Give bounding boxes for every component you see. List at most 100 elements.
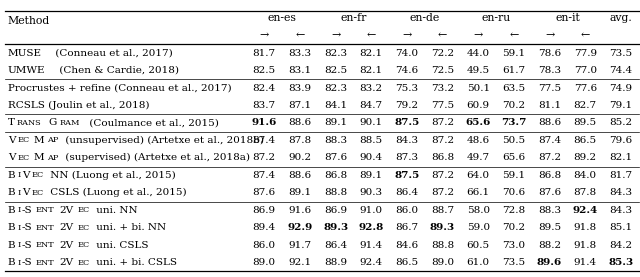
Text: ←: ← [438, 30, 447, 40]
Text: 72.2: 72.2 [431, 48, 454, 58]
Text: 91.0: 91.0 [360, 206, 383, 215]
Text: V: V [22, 171, 29, 180]
Text: 78.6: 78.6 [538, 48, 561, 58]
Text: 82.5: 82.5 [253, 66, 276, 75]
Text: 86.4: 86.4 [324, 241, 347, 250]
Text: 77.5: 77.5 [538, 83, 561, 93]
Text: I: I [17, 259, 20, 267]
Text: EC: EC [31, 171, 44, 179]
Text: 91.8: 91.8 [573, 241, 596, 250]
Text: 89.3: 89.3 [430, 223, 455, 232]
Text: 2V: 2V [60, 241, 74, 250]
Text: G: G [49, 119, 57, 127]
Text: (Coulmance et al., 2015): (Coulmance et al., 2015) [86, 119, 219, 127]
Text: UMWE: UMWE [8, 66, 45, 75]
Text: 89.1: 89.1 [324, 119, 347, 127]
Text: 77.0: 77.0 [573, 66, 596, 75]
Text: 84.3: 84.3 [396, 136, 419, 145]
Text: 83.1: 83.1 [289, 66, 312, 75]
Text: 86.0: 86.0 [253, 241, 276, 250]
Text: 83.7: 83.7 [253, 101, 276, 110]
Text: 82.5: 82.5 [324, 66, 347, 75]
Text: 88.6: 88.6 [289, 171, 312, 180]
Text: 88.2: 88.2 [538, 241, 561, 250]
Text: (Conneau et al., 2017): (Conneau et al., 2017) [52, 48, 172, 58]
Text: 63.5: 63.5 [502, 83, 525, 93]
Text: avg.: avg. [609, 13, 632, 23]
Text: 87.8: 87.8 [573, 188, 596, 197]
Text: 91.4: 91.4 [360, 241, 383, 250]
Text: 58.0: 58.0 [467, 206, 490, 215]
Text: 88.6: 88.6 [538, 119, 561, 127]
Text: 92.1: 92.1 [289, 258, 312, 267]
Text: uni. + bi. NN: uni. + bi. NN [93, 223, 166, 232]
Text: 72.5: 72.5 [431, 66, 454, 75]
Text: 91.8: 91.8 [573, 223, 596, 232]
Text: 84.6: 84.6 [396, 241, 419, 250]
Text: 82.3: 82.3 [324, 48, 347, 58]
Text: 86.4: 86.4 [396, 188, 419, 197]
Text: 86.9: 86.9 [324, 206, 347, 215]
Text: RANS: RANS [17, 119, 42, 127]
Text: 89.1: 89.1 [289, 188, 312, 197]
Text: 88.5: 88.5 [360, 136, 383, 145]
Text: 92.4: 92.4 [573, 206, 598, 215]
Text: 61.0: 61.0 [467, 258, 490, 267]
Text: AP: AP [47, 136, 58, 144]
Text: 87.5: 87.5 [394, 119, 419, 127]
Text: 91.4: 91.4 [573, 258, 596, 267]
Text: →: → [474, 30, 483, 40]
Text: 92.8: 92.8 [358, 223, 384, 232]
Text: I: I [17, 189, 20, 197]
Text: 74.6: 74.6 [396, 66, 419, 75]
Text: EC: EC [77, 241, 90, 249]
Text: 82.3: 82.3 [324, 83, 347, 93]
Text: 84.0: 84.0 [573, 171, 596, 180]
Text: 88.9: 88.9 [324, 258, 347, 267]
Text: 84.2: 84.2 [609, 241, 632, 250]
Text: ←: ← [580, 30, 590, 40]
Text: 85.3: 85.3 [609, 258, 634, 267]
Text: 87.2: 87.2 [431, 188, 454, 197]
Text: RCSLS (Joulin et al., 2018): RCSLS (Joulin et al., 2018) [8, 101, 149, 110]
Text: ENT: ENT [35, 241, 54, 249]
Text: 86.0: 86.0 [396, 206, 419, 215]
Text: 79.6: 79.6 [609, 136, 632, 145]
Text: 88.3: 88.3 [538, 206, 561, 215]
Text: -S: -S [22, 223, 33, 232]
Text: 73.5: 73.5 [502, 258, 525, 267]
Text: →: → [331, 30, 340, 40]
Text: 89.5: 89.5 [573, 119, 596, 127]
Text: B: B [8, 188, 15, 197]
Text: 89.0: 89.0 [253, 258, 276, 267]
Text: 87.6: 87.6 [253, 188, 276, 197]
Text: 75.3: 75.3 [396, 83, 419, 93]
Text: 85.1: 85.1 [609, 223, 632, 232]
Text: 59.1: 59.1 [502, 48, 525, 58]
Text: 87.5: 87.5 [394, 171, 419, 180]
Text: 81.7: 81.7 [253, 48, 276, 58]
Text: ENT: ENT [35, 206, 54, 214]
Text: 74.4: 74.4 [609, 66, 632, 75]
Text: en-es: en-es [268, 13, 296, 23]
Text: 88.6: 88.6 [289, 119, 312, 127]
Text: 59.1: 59.1 [502, 171, 525, 180]
Text: V: V [8, 136, 15, 145]
Text: AP: AP [47, 154, 58, 162]
Text: 77.6: 77.6 [573, 83, 596, 93]
Text: 86.8: 86.8 [538, 171, 561, 180]
Text: RAM: RAM [60, 119, 80, 127]
Text: en-ru: en-ru [481, 13, 511, 23]
Text: CSLS (Luong et al., 2015): CSLS (Luong et al., 2015) [47, 188, 187, 198]
Text: 74.0: 74.0 [396, 48, 419, 58]
Text: MUSE: MUSE [8, 48, 42, 58]
Text: EC: EC [77, 206, 90, 214]
Text: 87.8: 87.8 [289, 136, 312, 145]
Text: 78.3: 78.3 [538, 66, 561, 75]
Text: 59.0: 59.0 [467, 223, 490, 232]
Text: 64.0: 64.0 [467, 171, 490, 180]
Text: -S: -S [22, 258, 33, 267]
Text: 86.7: 86.7 [396, 223, 419, 232]
Text: 85.2: 85.2 [609, 119, 632, 127]
Text: B: B [8, 223, 15, 232]
